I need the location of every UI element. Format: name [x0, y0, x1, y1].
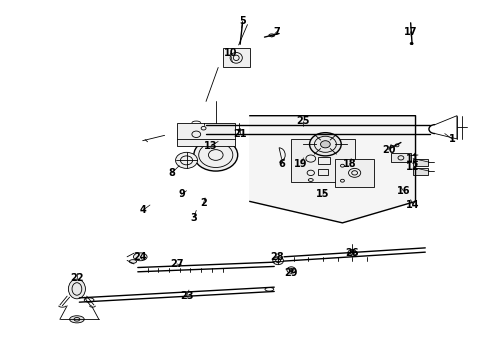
Ellipse shape — [410, 42, 413, 45]
Text: 20: 20 — [382, 145, 395, 155]
Text: 23: 23 — [180, 291, 193, 301]
Text: 15: 15 — [316, 189, 330, 199]
Ellipse shape — [238, 129, 241, 131]
Ellipse shape — [194, 139, 238, 171]
Bar — [413, 168, 428, 175]
Text: 29: 29 — [285, 268, 298, 278]
Ellipse shape — [320, 141, 330, 148]
Bar — [413, 158, 428, 166]
Ellipse shape — [348, 249, 357, 256]
Bar — [223, 48, 250, 67]
Text: 27: 27 — [170, 259, 184, 269]
Text: 3: 3 — [191, 212, 197, 222]
Ellipse shape — [70, 316, 84, 323]
Bar — [318, 169, 328, 175]
Ellipse shape — [129, 260, 137, 263]
Text: 10: 10 — [223, 48, 237, 58]
Text: 9: 9 — [178, 189, 185, 199]
Text: 21: 21 — [233, 129, 247, 139]
Bar — [391, 153, 411, 162]
Ellipse shape — [133, 253, 147, 261]
Bar — [318, 157, 330, 164]
Text: 11: 11 — [406, 154, 420, 163]
Text: 12: 12 — [406, 162, 420, 172]
Ellipse shape — [273, 257, 284, 265]
Polygon shape — [250, 116, 416, 223]
Text: 18: 18 — [343, 159, 357, 169]
Text: 8: 8 — [169, 168, 175, 178]
Text: 19: 19 — [294, 159, 308, 169]
Ellipse shape — [69, 279, 85, 299]
Ellipse shape — [287, 267, 295, 273]
Text: 17: 17 — [404, 27, 417, 37]
Ellipse shape — [84, 298, 94, 302]
Text: 6: 6 — [278, 159, 285, 169]
Bar — [335, 158, 374, 187]
Text: 22: 22 — [70, 273, 84, 283]
Text: 14: 14 — [406, 200, 420, 210]
Text: 13: 13 — [204, 141, 218, 151]
Text: 26: 26 — [345, 248, 359, 258]
Text: 28: 28 — [270, 252, 284, 262]
Ellipse shape — [269, 34, 275, 37]
Text: 5: 5 — [239, 16, 246, 26]
Bar — [177, 123, 235, 146]
Text: 25: 25 — [297, 116, 310, 126]
Text: 24: 24 — [133, 252, 147, 262]
Text: 1: 1 — [449, 134, 455, 144]
Ellipse shape — [175, 152, 197, 168]
Text: 4: 4 — [139, 205, 146, 215]
Text: 7: 7 — [273, 27, 280, 37]
Text: 2: 2 — [200, 198, 207, 208]
Ellipse shape — [310, 133, 341, 156]
Text: 16: 16 — [396, 186, 410, 196]
Ellipse shape — [203, 125, 209, 134]
Bar — [291, 139, 355, 182]
